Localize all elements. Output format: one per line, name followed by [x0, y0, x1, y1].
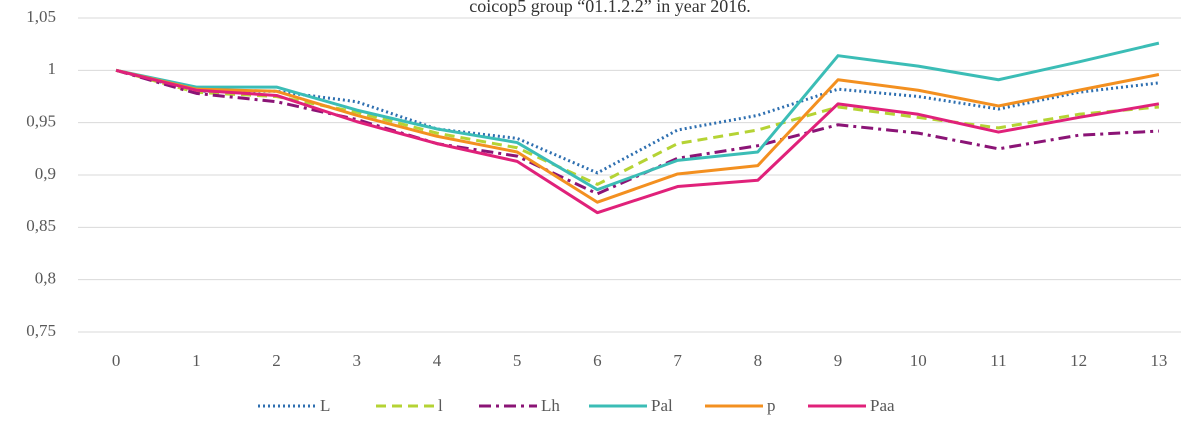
x-tick-label: 4: [433, 351, 442, 370]
legend-label: L: [320, 396, 330, 415]
x-tick-label: 8: [754, 351, 763, 370]
x-tick-label: 12: [1070, 351, 1087, 370]
chart-title: coicop5 group “01.1.2.2” in year 2016.: [469, 0, 750, 16]
y-tick-label: 0,9: [35, 164, 56, 183]
x-tick-label: 9: [834, 351, 843, 370]
legend-label: p: [767, 396, 776, 415]
y-tick-label: 1: [48, 59, 57, 78]
y-tick-label: 1,05: [26, 7, 56, 26]
legend-label: Lh: [541, 396, 560, 415]
x-tick-label: 2: [272, 351, 281, 370]
legend-label: Paa: [870, 396, 895, 415]
x-tick-label: 7: [673, 351, 682, 370]
x-tick-label: 5: [513, 351, 522, 370]
y-tick-label: 0,95: [26, 112, 56, 131]
series-line: [115, 68, 1160, 215]
x-tick-label: 6: [593, 351, 602, 370]
x-tick-label: 1: [192, 351, 201, 370]
x-tick-label: 13: [1150, 351, 1167, 370]
y-tick-label: 0,85: [26, 216, 56, 235]
series-line: [115, 68, 1160, 175]
x-tick-label: 10: [910, 351, 927, 370]
series-line: [115, 41, 1160, 192]
y-tick-label: 0,75: [26, 321, 56, 340]
x-tick-label: 11: [990, 351, 1006, 370]
x-tick-label: 0: [112, 351, 121, 370]
series-line: [115, 68, 1160, 204]
y-tick-label: 0,8: [35, 269, 56, 288]
x-tick-label: 3: [353, 351, 362, 370]
legend-label: l: [438, 396, 443, 415]
legend-label: Pal: [651, 396, 673, 415]
